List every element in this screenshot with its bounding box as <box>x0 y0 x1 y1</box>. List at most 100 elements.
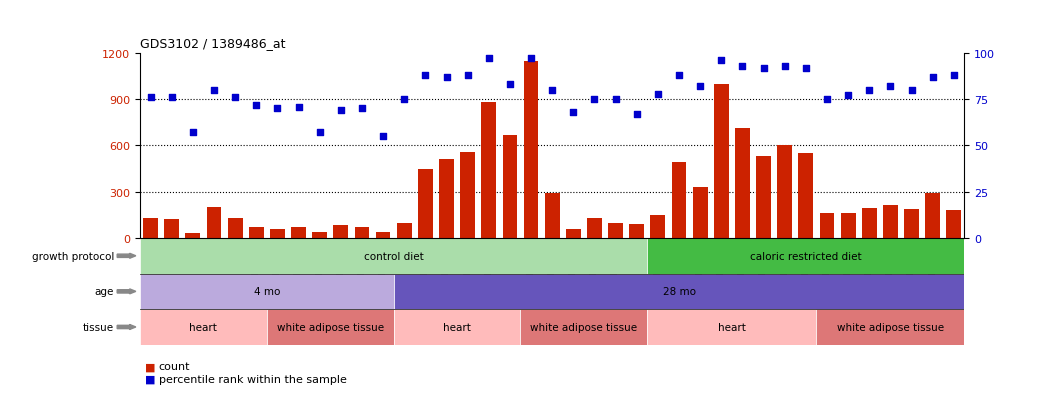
Text: ■: ■ <box>145 374 156 384</box>
Bar <box>816 309 964 345</box>
Bar <box>249 228 263 238</box>
Point <box>185 130 201 136</box>
Point <box>374 133 391 140</box>
Point <box>270 106 286 112</box>
Bar <box>566 230 581 238</box>
Bar <box>394 309 521 345</box>
Bar <box>140 309 267 345</box>
Point <box>692 83 708 90</box>
Point <box>946 73 962 79</box>
Point <box>333 108 349 114</box>
Text: 28 mo: 28 mo <box>663 287 696 297</box>
Bar <box>397 223 412 238</box>
Text: white adipose tissue: white adipose tissue <box>530 322 638 332</box>
Bar <box>609 223 623 238</box>
Bar <box>524 62 538 238</box>
Point <box>628 112 645 118</box>
Point <box>819 97 836 103</box>
Bar <box>672 163 686 238</box>
Bar <box>270 230 285 238</box>
Bar <box>947 211 961 238</box>
Point <box>417 73 433 79</box>
Bar <box>904 210 919 238</box>
Bar <box>841 213 856 238</box>
Bar <box>778 146 792 238</box>
Bar <box>798 154 813 238</box>
Bar <box>206 208 221 238</box>
Bar <box>186 234 200 238</box>
Text: heart: heart <box>718 322 746 332</box>
Bar <box>355 228 369 238</box>
Bar <box>650 215 666 238</box>
Point <box>755 65 772 72</box>
Point <box>459 73 476 79</box>
Point <box>164 95 180 101</box>
Point <box>205 87 222 94</box>
Point <box>227 95 244 101</box>
Text: white adipose tissue: white adipose tissue <box>837 322 944 332</box>
Bar <box>713 85 729 238</box>
Bar <box>375 232 391 238</box>
Bar <box>544 194 560 238</box>
Bar <box>228 218 243 238</box>
Point <box>248 102 264 109</box>
Bar <box>756 157 770 238</box>
Text: heart: heart <box>190 322 218 332</box>
Point <box>290 104 307 111</box>
Point <box>311 130 328 136</box>
Text: growth protocol: growth protocol <box>32 251 114 261</box>
Point <box>777 63 793 70</box>
Bar <box>647 309 816 345</box>
Point <box>608 97 624 103</box>
Point <box>734 63 751 70</box>
Text: control diet: control diet <box>364 251 423 261</box>
Point <box>903 87 920 94</box>
Bar <box>925 194 941 238</box>
Text: 4 mo: 4 mo <box>254 287 280 297</box>
Bar <box>439 160 454 238</box>
Point <box>544 87 561 94</box>
Point <box>671 73 688 79</box>
Point <box>396 97 413 103</box>
Text: tissue: tissue <box>83 322 114 332</box>
Point <box>586 97 602 103</box>
Point <box>142 95 159 101</box>
Point <box>882 83 899 90</box>
Bar <box>460 153 475 238</box>
Bar <box>629 225 644 238</box>
Bar <box>587 218 601 238</box>
Bar <box>164 220 179 238</box>
Bar <box>291 228 306 238</box>
Bar <box>884 205 898 238</box>
Point <box>840 93 857 100</box>
Bar <box>394 274 964 309</box>
Bar <box>140 274 394 309</box>
Point <box>354 106 370 112</box>
Text: age: age <box>94 287 114 297</box>
Bar <box>418 169 432 238</box>
Bar <box>521 309 647 345</box>
Point <box>861 87 877 94</box>
Text: GDS3102 / 1389486_at: GDS3102 / 1389486_at <box>140 37 285 50</box>
Bar <box>503 135 517 238</box>
Point <box>713 58 730 64</box>
Text: percentile rank within the sample: percentile rank within the sample <box>159 374 346 384</box>
Point <box>523 56 539 62</box>
Bar <box>481 103 496 238</box>
Point <box>797 65 814 72</box>
Bar <box>312 232 327 238</box>
Bar <box>140 238 647 274</box>
Text: white adipose tissue: white adipose tissue <box>277 322 384 332</box>
Text: caloric restricted diet: caloric restricted diet <box>750 251 862 261</box>
Bar <box>819 214 835 238</box>
Text: count: count <box>159 362 190 372</box>
Bar <box>334 225 348 238</box>
Text: heart: heart <box>443 322 471 332</box>
Point <box>480 56 497 62</box>
Point <box>649 91 666 97</box>
Bar <box>693 188 707 238</box>
Bar <box>143 218 158 238</box>
Bar <box>267 309 394 345</box>
Bar <box>647 238 964 274</box>
Bar <box>735 129 750 238</box>
